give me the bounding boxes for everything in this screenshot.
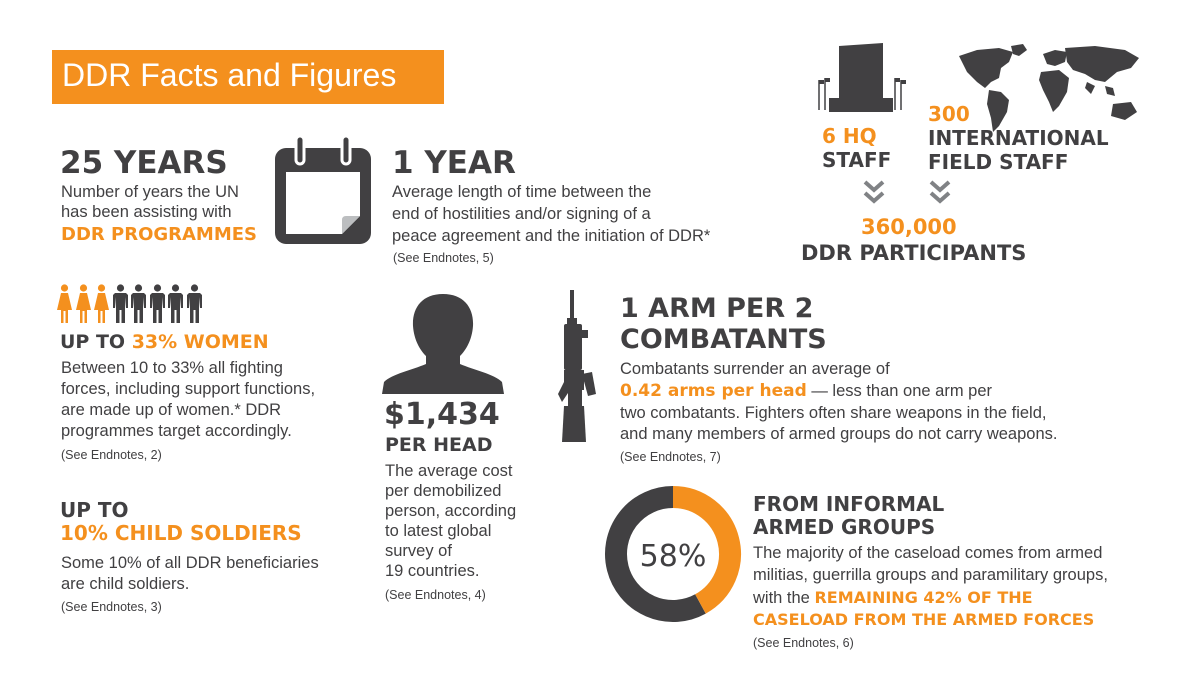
participants-label: DDR PARTICIPANTS — [801, 241, 1027, 265]
women-headline-highlight: 33% WOMEN — [131, 331, 269, 353]
hq-staff-number: 6 HQ — [822, 124, 877, 148]
arms-headline-2: COMBATANTS — [620, 324, 827, 355]
page-title: DDR Facts and Figures — [62, 57, 397, 93]
informal-note: (See Endnotes, 6) — [753, 636, 854, 650]
donut-center-label: 58% — [640, 539, 707, 574]
informal-highlight-2: CASELOAD FROM THE ARMED FORCES — [753, 610, 1095, 629]
people-icons — [56, 284, 206, 326]
arms-text-1: Combatants surrender an average of — [620, 360, 890, 378]
man-icon — [112, 284, 128, 323]
cost-amount: $1,434 — [384, 397, 500, 432]
man-icon — [149, 284, 165, 323]
years-headline: 25 YEARS — [60, 145, 228, 181]
cost-text-4: to latest global — [385, 522, 492, 540]
child-text-1: Some 10% of all DDR beneficiaries — [61, 554, 319, 572]
un-building-icon — [818, 43, 906, 112]
cost-text-2: per demobilized — [385, 482, 502, 500]
one-year-text-3: peace agreement and the initiation of DD… — [392, 227, 711, 245]
arms-headline-1: 1 ARM PER 2 — [620, 293, 814, 324]
women-note: (See Endnotes, 2) — [61, 448, 162, 462]
informal-headline-1: FROM INFORMAL — [753, 492, 945, 516]
chevron-down-icon — [863, 180, 885, 204]
chevron-down-icon — [929, 180, 951, 204]
world-map-icon — [959, 44, 1139, 132]
woman-icon — [94, 284, 109, 323]
child-text-2: are child soldiers. — [61, 575, 190, 593]
one-year-headline: 1 YEAR — [392, 145, 516, 181]
informal-headline-2: ARMED GROUPS — [753, 515, 936, 539]
arms-highlight: 0.42 arms per head — [620, 381, 807, 401]
donut-slice-informal — [605, 486, 706, 622]
child-headline-1: UP TO — [60, 498, 129, 522]
informal-text-1: The majority of the caseload comes from … — [753, 544, 1103, 562]
women-text-3: are made up of women.* DDR — [61, 401, 282, 419]
women-text-2: forces, including support functions, — [61, 380, 316, 398]
one-year-note: (See Endnotes, 5) — [393, 251, 494, 265]
years-highlight: DDR PROGRAMMES — [61, 224, 258, 245]
intl-staff-label-2: FIELD STAFF — [928, 150, 1069, 174]
intl-staff-label-1: INTERNATIONAL — [928, 126, 1109, 150]
donut-chart: 58% — [605, 486, 741, 622]
women-headline-prefix: UP TO — [60, 331, 132, 353]
women-headline: UP TO 33% WOMEN — [60, 333, 269, 352]
cost-text-3: person, according — [385, 502, 517, 520]
arms-text-2-rest: — less than one arm per — [806, 382, 993, 400]
woman-icon — [75, 284, 91, 323]
one-year-text-1: Average length of time between the — [392, 183, 652, 201]
cost-label: PER HEAD — [385, 434, 493, 456]
participants-number: 360,000 — [861, 215, 957, 239]
women-text-4: programmes target accordingly. — [61, 422, 292, 440]
man-icon — [131, 284, 146, 323]
rifle-icon — [558, 290, 596, 442]
arms-text-4: and many members of armed groups do not … — [620, 425, 1058, 443]
man-icon — [168, 284, 183, 323]
head-silhouette-icon — [382, 294, 504, 394]
cost-note: (See Endnotes, 4) — [385, 588, 486, 602]
women-text-1: Between 10 to 33% all fighting — [61, 359, 283, 377]
informal-text-3-prefix: with the — [753, 589, 815, 607]
years-text-1: Number of years the UN — [61, 183, 239, 201]
arms-note: (See Endnotes, 7) — [620, 450, 721, 464]
man-icon — [186, 284, 202, 323]
informal-text-2: militias, guerrilla groups and paramilit… — [753, 566, 1108, 584]
child-note: (See Endnotes, 3) — [61, 600, 162, 614]
calendar-icon — [275, 134, 371, 244]
donut-slice-armed-forces — [672, 486, 741, 614]
hq-staff-label: STAFF — [822, 148, 892, 172]
arms-text-2: 0.42 arms per head — less than one arm p… — [620, 382, 992, 401]
cost-text-5: survey of — [385, 542, 452, 560]
cost-text-1: The average cost — [385, 462, 513, 480]
arms-text-3: two combatants. Fighters often share wea… — [620, 404, 1047, 422]
informal-highlight-1: REMAINING 42% OF THE — [814, 588, 1033, 607]
child-headline-2: 10% CHILD SOLDIERS — [60, 521, 302, 545]
informal-text-3: with the REMAINING 42% OF THE — [753, 588, 1033, 608]
years-text-2: has been assisting with — [61, 203, 232, 221]
one-year-text-2: end of hostilities and/or signing of a — [392, 205, 651, 223]
woman-icon — [57, 284, 72, 323]
cost-text-6: 19 countries. — [385, 562, 480, 580]
intl-staff-number: 300 — [928, 102, 970, 126]
title-banner: DDR Facts and Figures — [52, 50, 444, 104]
